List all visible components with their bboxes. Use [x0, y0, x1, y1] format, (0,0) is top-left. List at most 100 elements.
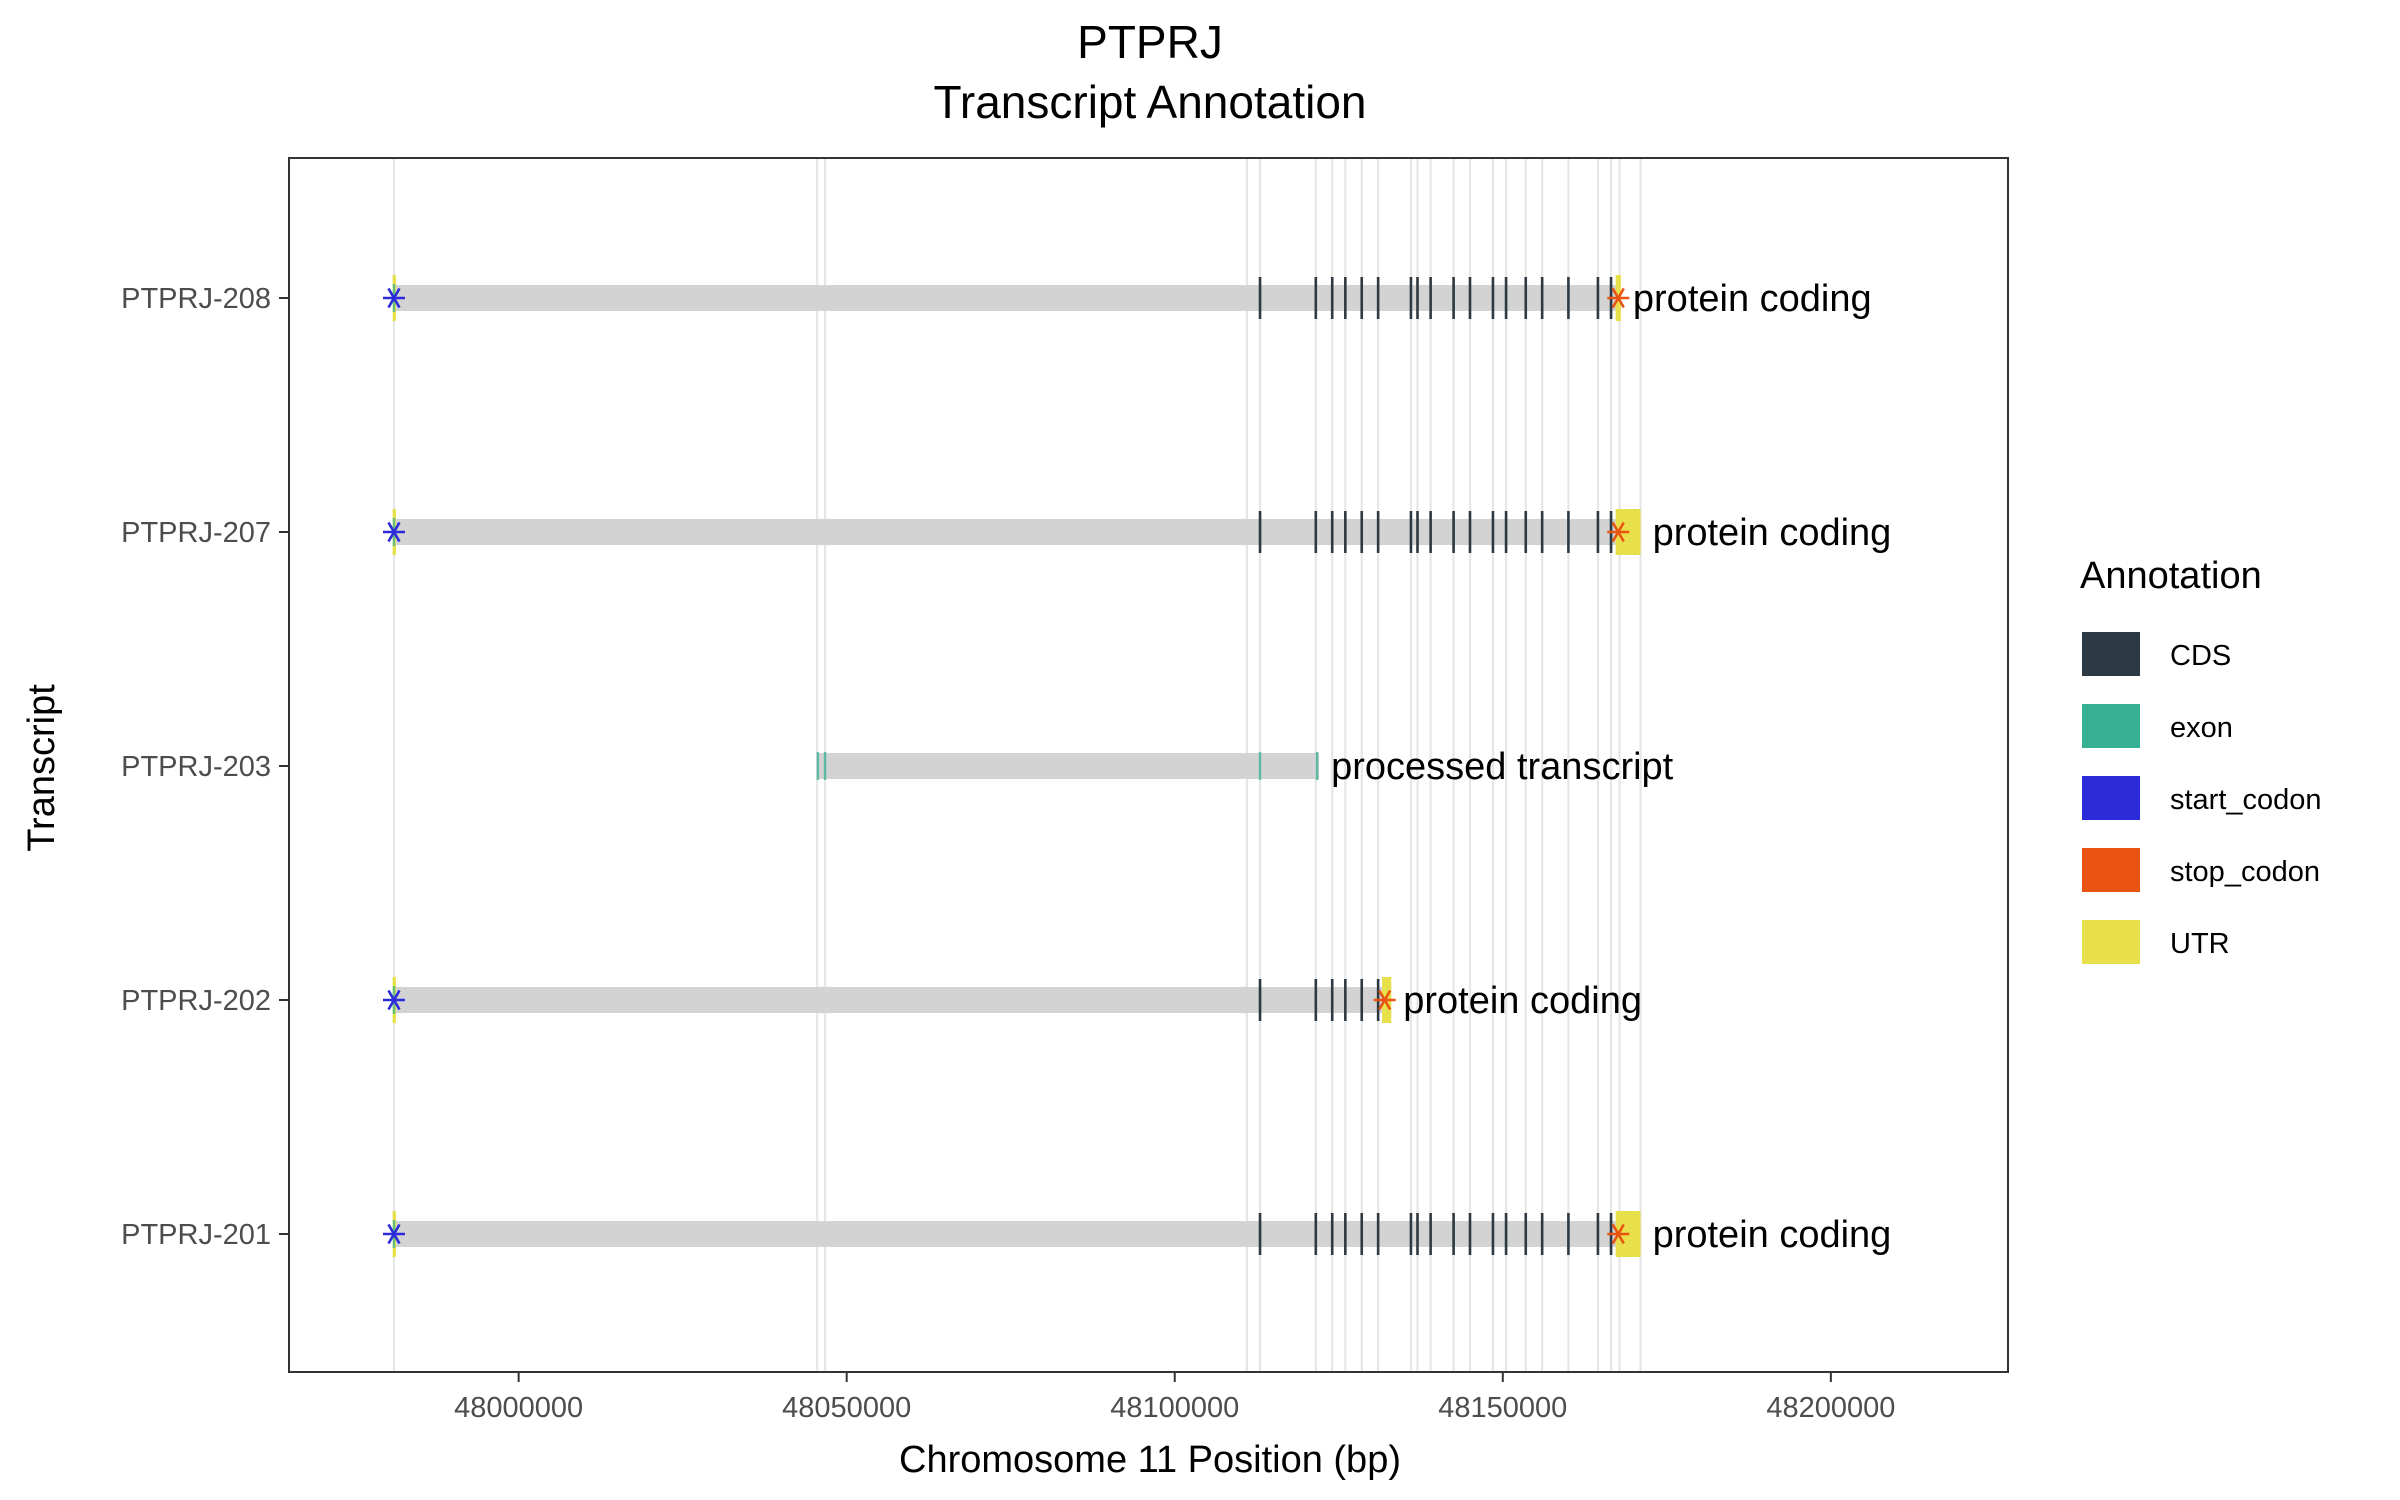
stop-codon-marker	[1607, 521, 1630, 543]
y-tick-label: PTPRJ-201	[121, 1219, 271, 1251]
cds-mark	[1491, 1213, 1495, 1255]
stop-codon-marker-stroke	[1611, 521, 1625, 543]
transcript-ptprj-207: protein coding	[382, 509, 1892, 555]
y-tick-label: PTPRJ-202	[121, 985, 271, 1017]
legend-label-stop-codon: stop_codon	[2170, 856, 2320, 888]
cds-mark	[1360, 277, 1364, 319]
cds-mark	[1567, 1213, 1570, 1255]
cds-mark	[1409, 277, 1413, 319]
stop-codon-marker-stroke	[1378, 989, 1392, 1011]
cds-mark	[1409, 1213, 1413, 1255]
cds-mark	[1416, 1213, 1419, 1255]
cds-mark	[1314, 277, 1318, 319]
cds-mark	[1429, 277, 1432, 319]
cds-mark	[1452, 511, 1455, 553]
exon-mark	[816, 752, 820, 780]
transcript-biotype-label: protein coding	[1653, 1214, 1892, 1256]
cds-mark	[1344, 1213, 1347, 1255]
legend-label-cds: CDS	[2170, 640, 2231, 672]
transcript-bar	[393, 519, 1641, 545]
cds-mark	[1429, 511, 1432, 553]
cds-mark	[1409, 511, 1413, 553]
transcript-ptprj-208: protein coding	[382, 275, 1872, 321]
cds-mark	[1504, 277, 1508, 319]
y-tick-label: PTPRJ-207	[121, 517, 271, 549]
cds-mark	[1596, 511, 1600, 553]
cds-mark	[1360, 1213, 1364, 1255]
legend-label-start-codon: start_codon	[2170, 784, 2322, 816]
cds-mark	[1524, 511, 1528, 553]
legend-swatch-exon	[2082, 704, 2140, 748]
cds-mark	[1452, 277, 1455, 319]
cds-mark	[1540, 511, 1544, 553]
chart-title: PTPRJ	[1077, 16, 1223, 68]
cds-mark	[1314, 979, 1318, 1021]
cds-mark	[1452, 1213, 1455, 1255]
cds-mark	[1344, 277, 1347, 319]
start-codon-marker	[382, 989, 405, 1011]
x-axis-title: Chromosome 11 Position (bp)	[899, 1439, 1401, 1481]
legend-swatch-cds	[2082, 632, 2140, 676]
stop-codon-marker	[1607, 287, 1630, 309]
plot-area: protein coding PTPRJ-208 protein coding PTP…	[121, 157, 2009, 1424]
cds-mark	[1524, 277, 1528, 319]
cds-mark	[1376, 1213, 1380, 1255]
transcript-ptprj-202: protein coding	[382, 977, 1642, 1023]
x-tick-label: 48050000	[782, 1392, 911, 1424]
cds-mark	[1360, 979, 1364, 1021]
y-tick-label: PTPRJ-203	[121, 751, 271, 783]
cds-mark	[1258, 979, 1262, 1021]
transcript-biotype-label: processed transcript	[1331, 746, 1674, 788]
x-tick-label: 48000000	[454, 1392, 583, 1424]
x-tick-label: 48200000	[1766, 1392, 1895, 1424]
cds-mark	[1491, 511, 1495, 553]
transcript-biotype-label: protein coding	[1403, 980, 1642, 1022]
transcript-bar	[817, 753, 1320, 779]
legend-swatch-stop-codon	[2082, 848, 2140, 892]
transcript-biotype-label: protein coding	[1653, 512, 1892, 554]
cds-mark	[1330, 277, 1334, 319]
transcript-ptprj-203: processed transcript	[816, 746, 1674, 788]
stop-codon-marker-stroke	[1611, 287, 1625, 309]
exon-mark	[1315, 752, 1319, 780]
transcript-bar	[393, 1221, 1641, 1247]
cds-mark	[1468, 511, 1472, 553]
cds-mark	[1330, 511, 1334, 553]
legend-title: Annotation	[2080, 555, 2262, 597]
cds-mark	[1567, 277, 1570, 319]
cds-mark	[1524, 1213, 1528, 1255]
stop-codon-marker	[1373, 989, 1396, 1011]
start-codon-marker-stroke	[387, 1223, 401, 1245]
start-codon-marker	[382, 521, 405, 543]
cds-mark	[1491, 277, 1495, 319]
cds-mark	[1468, 1213, 1472, 1255]
cds-mark	[1258, 277, 1262, 319]
cds-mark	[1314, 511, 1318, 553]
legend-swatch-utr	[2082, 920, 2140, 964]
cds-mark	[1429, 1213, 1432, 1255]
legend-swatch-start-codon	[2082, 776, 2140, 820]
cds-mark	[1540, 277, 1544, 319]
y-axis-title: Transcript	[21, 684, 63, 852]
y-tick-label: PTPRJ-208	[121, 283, 271, 315]
cds-mark	[1416, 277, 1419, 319]
cds-mark	[1344, 979, 1347, 1021]
transcript-bar	[393, 987, 1392, 1013]
cds-mark	[1376, 511, 1380, 553]
x-tick-label: 48150000	[1438, 1392, 1567, 1424]
start-codon-marker-stroke	[387, 287, 401, 309]
chart-subtitle: Transcript Annotation	[934, 76, 1367, 128]
cds-mark	[1596, 1213, 1600, 1255]
cds-mark	[1567, 511, 1570, 553]
transcript-ptprj-201: protein coding	[382, 1211, 1892, 1257]
cds-mark	[1258, 511, 1262, 553]
cds-mark	[1416, 511, 1419, 553]
cds-mark	[1504, 511, 1508, 553]
exon-mark	[1258, 752, 1262, 780]
legend: Annotation CDS exon start_codon stop_codon U…	[2080, 555, 2322, 964]
cds-mark	[1468, 277, 1472, 319]
cds-mark	[1504, 1213, 1508, 1255]
cds-mark	[1376, 277, 1380, 319]
legend-label-utr: UTR	[2170, 928, 2230, 960]
start-codon-marker	[382, 287, 405, 309]
